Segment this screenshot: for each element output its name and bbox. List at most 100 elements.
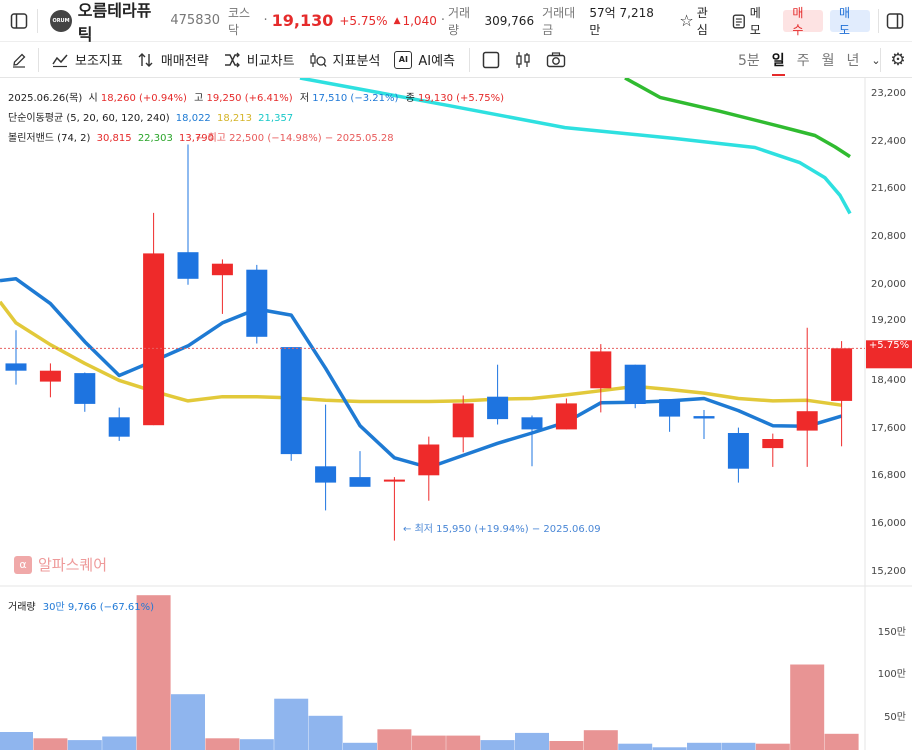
candlestick-icon [516, 51, 530, 68]
volume-bar [652, 747, 687, 750]
layout-button[interactable] [474, 42, 508, 78]
ai-predict-label: AI예측 [418, 54, 456, 69]
analysis-button[interactable]: 지표분석 [309, 50, 380, 69]
candle-body [143, 253, 165, 426]
watch-button[interactable]: ☆ 관심 [679, 4, 718, 38]
open-label: 시 [88, 93, 98, 104]
min-arrow-icon: ← [403, 524, 412, 535]
period-tabs: 5분 일 주 월 년 ⌄ [738, 42, 881, 78]
volume-bar [171, 694, 205, 750]
close-label: 종 [405, 93, 415, 104]
chart-type-button[interactable] [508, 42, 538, 78]
moving-averages [0, 78, 852, 470]
volume-bar [274, 698, 309, 750]
compare-button[interactable]: 비교차트 [223, 50, 295, 69]
bb-lower: 13,790 [179, 133, 214, 144]
period-tab-month[interactable]: 월 [821, 53, 835, 69]
candle-body [349, 477, 371, 487]
ai-chip-icon: AI [394, 50, 413, 69]
volume-legend-value: 30만 9,766 (−67.61%) [42, 602, 155, 613]
candle-body [590, 351, 612, 389]
max-arrow-icon: ← [196, 133, 205, 144]
volume-tick: 150만 [877, 627, 906, 638]
buy-button[interactable]: 매수 [783, 6, 824, 37]
watch-label: 관심 [696, 5, 708, 37]
bb-legend[interactable]: 볼린저밴드 (74, 2) 30,815 22,303 13,790 [8, 129, 214, 144]
volume-bar [549, 741, 584, 750]
alphasquare-logo-icon: α [14, 555, 32, 574]
volume-axis[interactable]: 150만 100만 50만 [866, 586, 912, 750]
price-chart[interactable] [0, 78, 912, 750]
volume-tick: 100만 [877, 669, 906, 680]
volume-bar [239, 739, 274, 750]
ma5-value: 18,022 [175, 113, 211, 124]
volume-legend-label: 거래량 [8, 602, 36, 613]
volume-bar [33, 738, 68, 750]
market-name: 코스닥 [228, 5, 251, 37]
candles [5, 144, 853, 541]
volume-tick: 50만 [884, 712, 906, 723]
up-triangle-icon: ▲ [393, 15, 401, 26]
chevron-down-icon[interactable]: ⌄ [871, 53, 881, 67]
price-tick: 21,600 [871, 183, 906, 194]
sell-button[interactable]: 매도 [830, 6, 870, 37]
candle-body [624, 364, 646, 404]
panel-icon [887, 12, 904, 29]
period-tab-year[interactable]: 년 [846, 53, 860, 69]
candle-body [211, 263, 233, 276]
settings-button[interactable]: ⚙ [884, 42, 912, 78]
ma-legend[interactable]: 단순이동평균 (5, 20, 60, 120, 240) 18,022 18,2… [8, 109, 293, 124]
volume-bar [618, 743, 653, 750]
period-tab-day[interactable]: 일 [771, 50, 785, 76]
candle-body [693, 416, 715, 419]
compare-label: 비교차트 [246, 54, 295, 69]
sidebar-toggle-button[interactable] [0, 0, 37, 42]
min-annotation-text: 최저 15,950 (+19.94%) − 2025.06.09 [414, 524, 601, 535]
strategy-button[interactable]: 매매전략 [137, 50, 209, 69]
volume-bar [0, 732, 33, 750]
volume-bar [136, 595, 171, 750]
memo-button[interactable]: 메모 [732, 4, 771, 38]
volume-bar [205, 738, 240, 750]
watermark: α 알파스퀘어 [14, 554, 107, 575]
divider [469, 47, 471, 72]
indicators-button[interactable]: 보조지표 [51, 50, 123, 69]
watermark-text: 알파스퀘어 [38, 556, 108, 574]
period-tab-week[interactable]: 주 [796, 53, 810, 69]
stock-code: 475830 [170, 13, 221, 28]
ma20-line [0, 300, 842, 407]
candle-body [418, 444, 440, 476]
volume-bar [411, 735, 446, 750]
low-value: 17,510 (−3.21%) [312, 93, 399, 104]
amount-label: 거래대금 [542, 5, 576, 37]
divider [880, 48, 881, 72]
ai-predict-button[interactable]: AI AI예측 [394, 50, 455, 69]
candle-body [5, 363, 27, 371]
candle-body [246, 269, 268, 337]
candle-body [39, 370, 61, 382]
price-axis[interactable]: 23,200 22,400 21,600 20,800 20,000 19,20… [866, 78, 912, 586]
divider [38, 47, 39, 72]
volume-bar [480, 740, 515, 750]
trend-line-icon [52, 54, 68, 67]
amount-value: 57억 7,218만 [589, 5, 654, 37]
ma120-line [624, 78, 851, 159]
candle-body [177, 252, 199, 279]
screenshot-button[interactable] [538, 42, 574, 78]
stock-name[interactable]: 오름테라퓨틱 [77, 0, 152, 44]
draw-tool-button[interactable] [0, 42, 38, 78]
ma-label: 단순이동평균 (5, 20, 60, 120, 240) [8, 113, 170, 124]
ma20-value: 18,213 [216, 113, 252, 124]
candle-body [555, 403, 577, 430]
period-tab-5min[interactable]: 5분 [738, 53, 760, 69]
candle-body [659, 399, 681, 417]
candle-body [74, 373, 96, 404]
change-amount: 1,040 [402, 13, 437, 28]
volume-bar [515, 732, 549, 750]
sidebar-icon [10, 12, 27, 29]
price-tick: 22,400 [871, 136, 906, 147]
right-panel-toggle-button[interactable] [879, 0, 912, 42]
star-icon: ☆ [679, 11, 694, 30]
candle-body [487, 396, 509, 420]
high-label: 고 [194, 93, 204, 104]
